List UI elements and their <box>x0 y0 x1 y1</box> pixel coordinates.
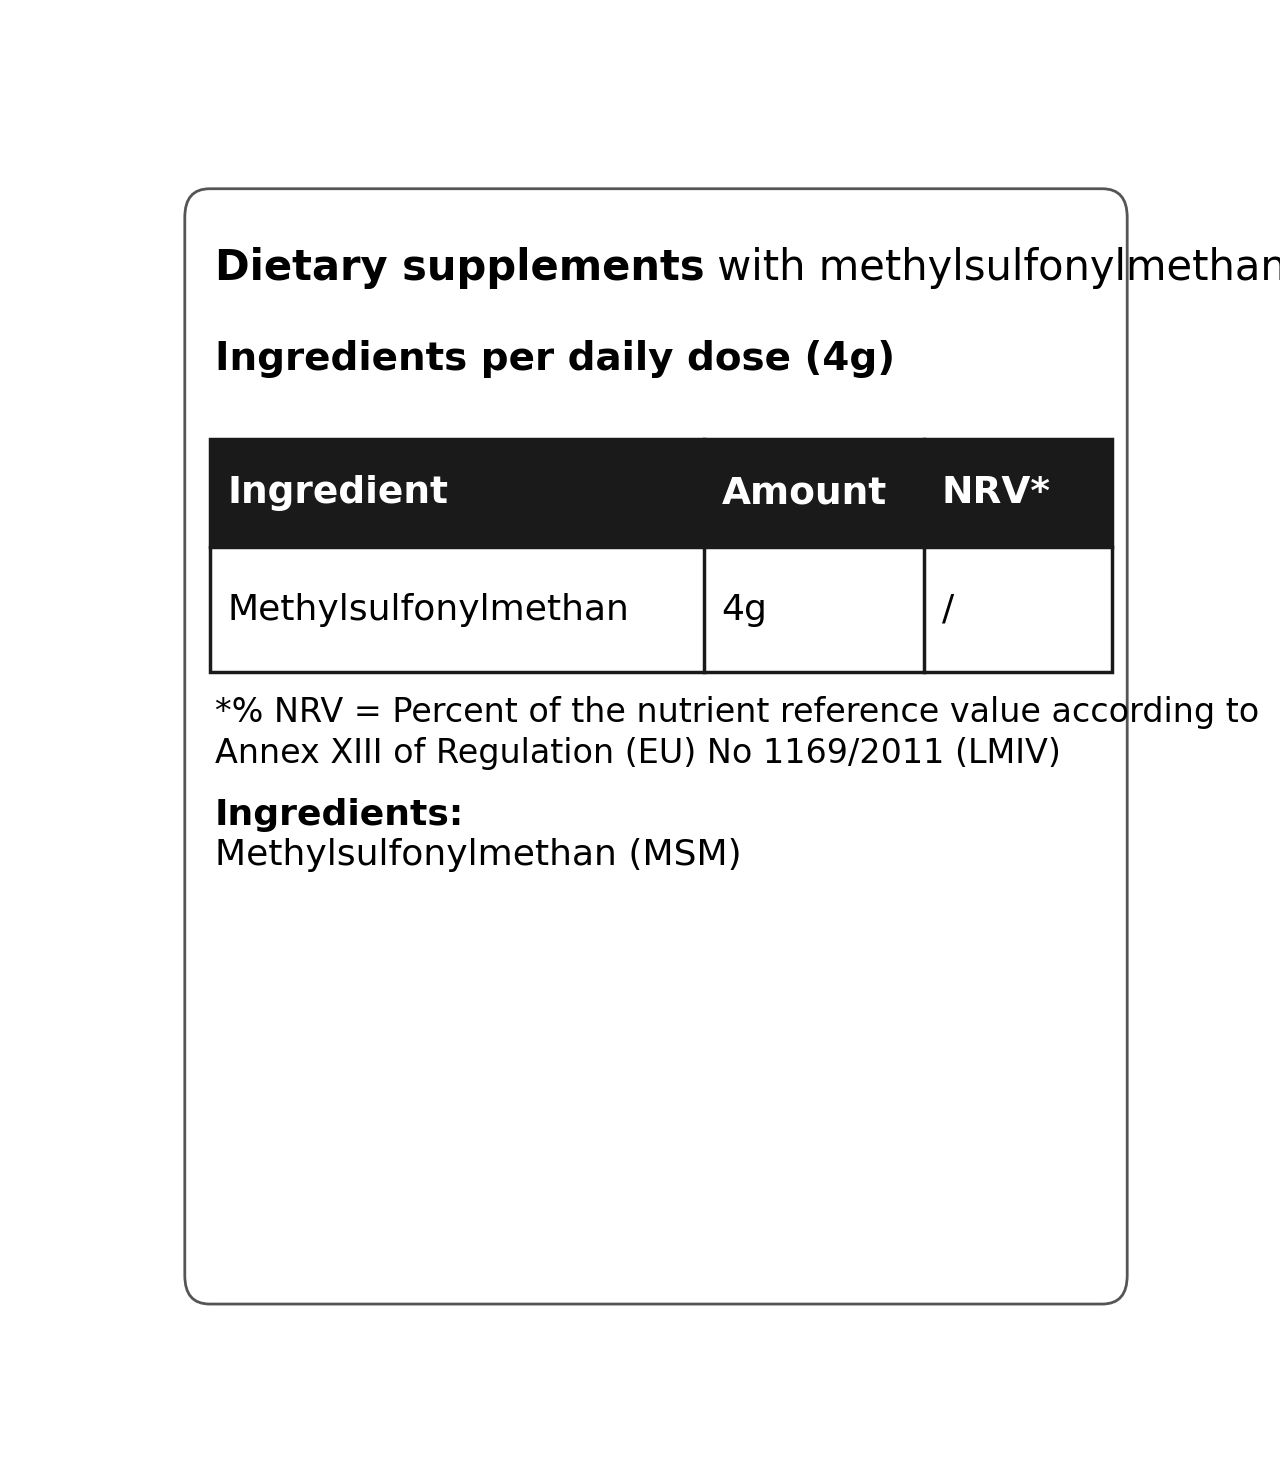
Text: *% NRV = Percent of the nutrient reference value according to: *% NRV = Percent of the nutrient referen… <box>215 696 1258 729</box>
Text: /: / <box>942 593 954 627</box>
Text: Annex XIII of Regulation (EU) No 1169/2011 (LMIV): Annex XIII of Regulation (EU) No 1169/20… <box>215 736 1060 770</box>
Text: Methylsulfonylmethan: Methylsulfonylmethan <box>228 593 630 627</box>
Bar <box>210 547 1112 672</box>
Text: Dietary supplements: Dietary supplements <box>215 247 704 290</box>
Text: 4g: 4g <box>722 593 767 627</box>
Bar <box>210 439 1112 672</box>
Text: Ingredient: Ingredient <box>228 474 448 511</box>
Text: Ingredients per daily dose (4g): Ingredients per daily dose (4g) <box>215 340 895 378</box>
FancyBboxPatch shape <box>184 189 1128 1304</box>
Text: Methylsulfonylmethan (MSM): Methylsulfonylmethan (MSM) <box>215 838 741 872</box>
Text: Ingredients:: Ingredients: <box>215 798 463 832</box>
Text: with methylsulfonylmethane: with methylsulfonylmethane <box>704 247 1280 290</box>
Text: Amount: Amount <box>722 474 887 511</box>
Bar <box>210 439 1112 547</box>
Text: NRV*: NRV* <box>942 474 1051 511</box>
